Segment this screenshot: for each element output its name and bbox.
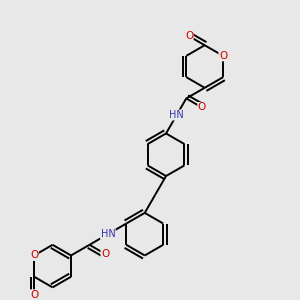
Text: HN: HN: [100, 229, 115, 239]
Text: HN: HN: [169, 110, 184, 120]
Text: O: O: [219, 51, 227, 61]
Text: O: O: [30, 290, 38, 300]
Text: O: O: [198, 103, 206, 112]
Text: O: O: [30, 250, 38, 260]
Text: O: O: [101, 249, 109, 259]
Text: O: O: [185, 31, 193, 41]
